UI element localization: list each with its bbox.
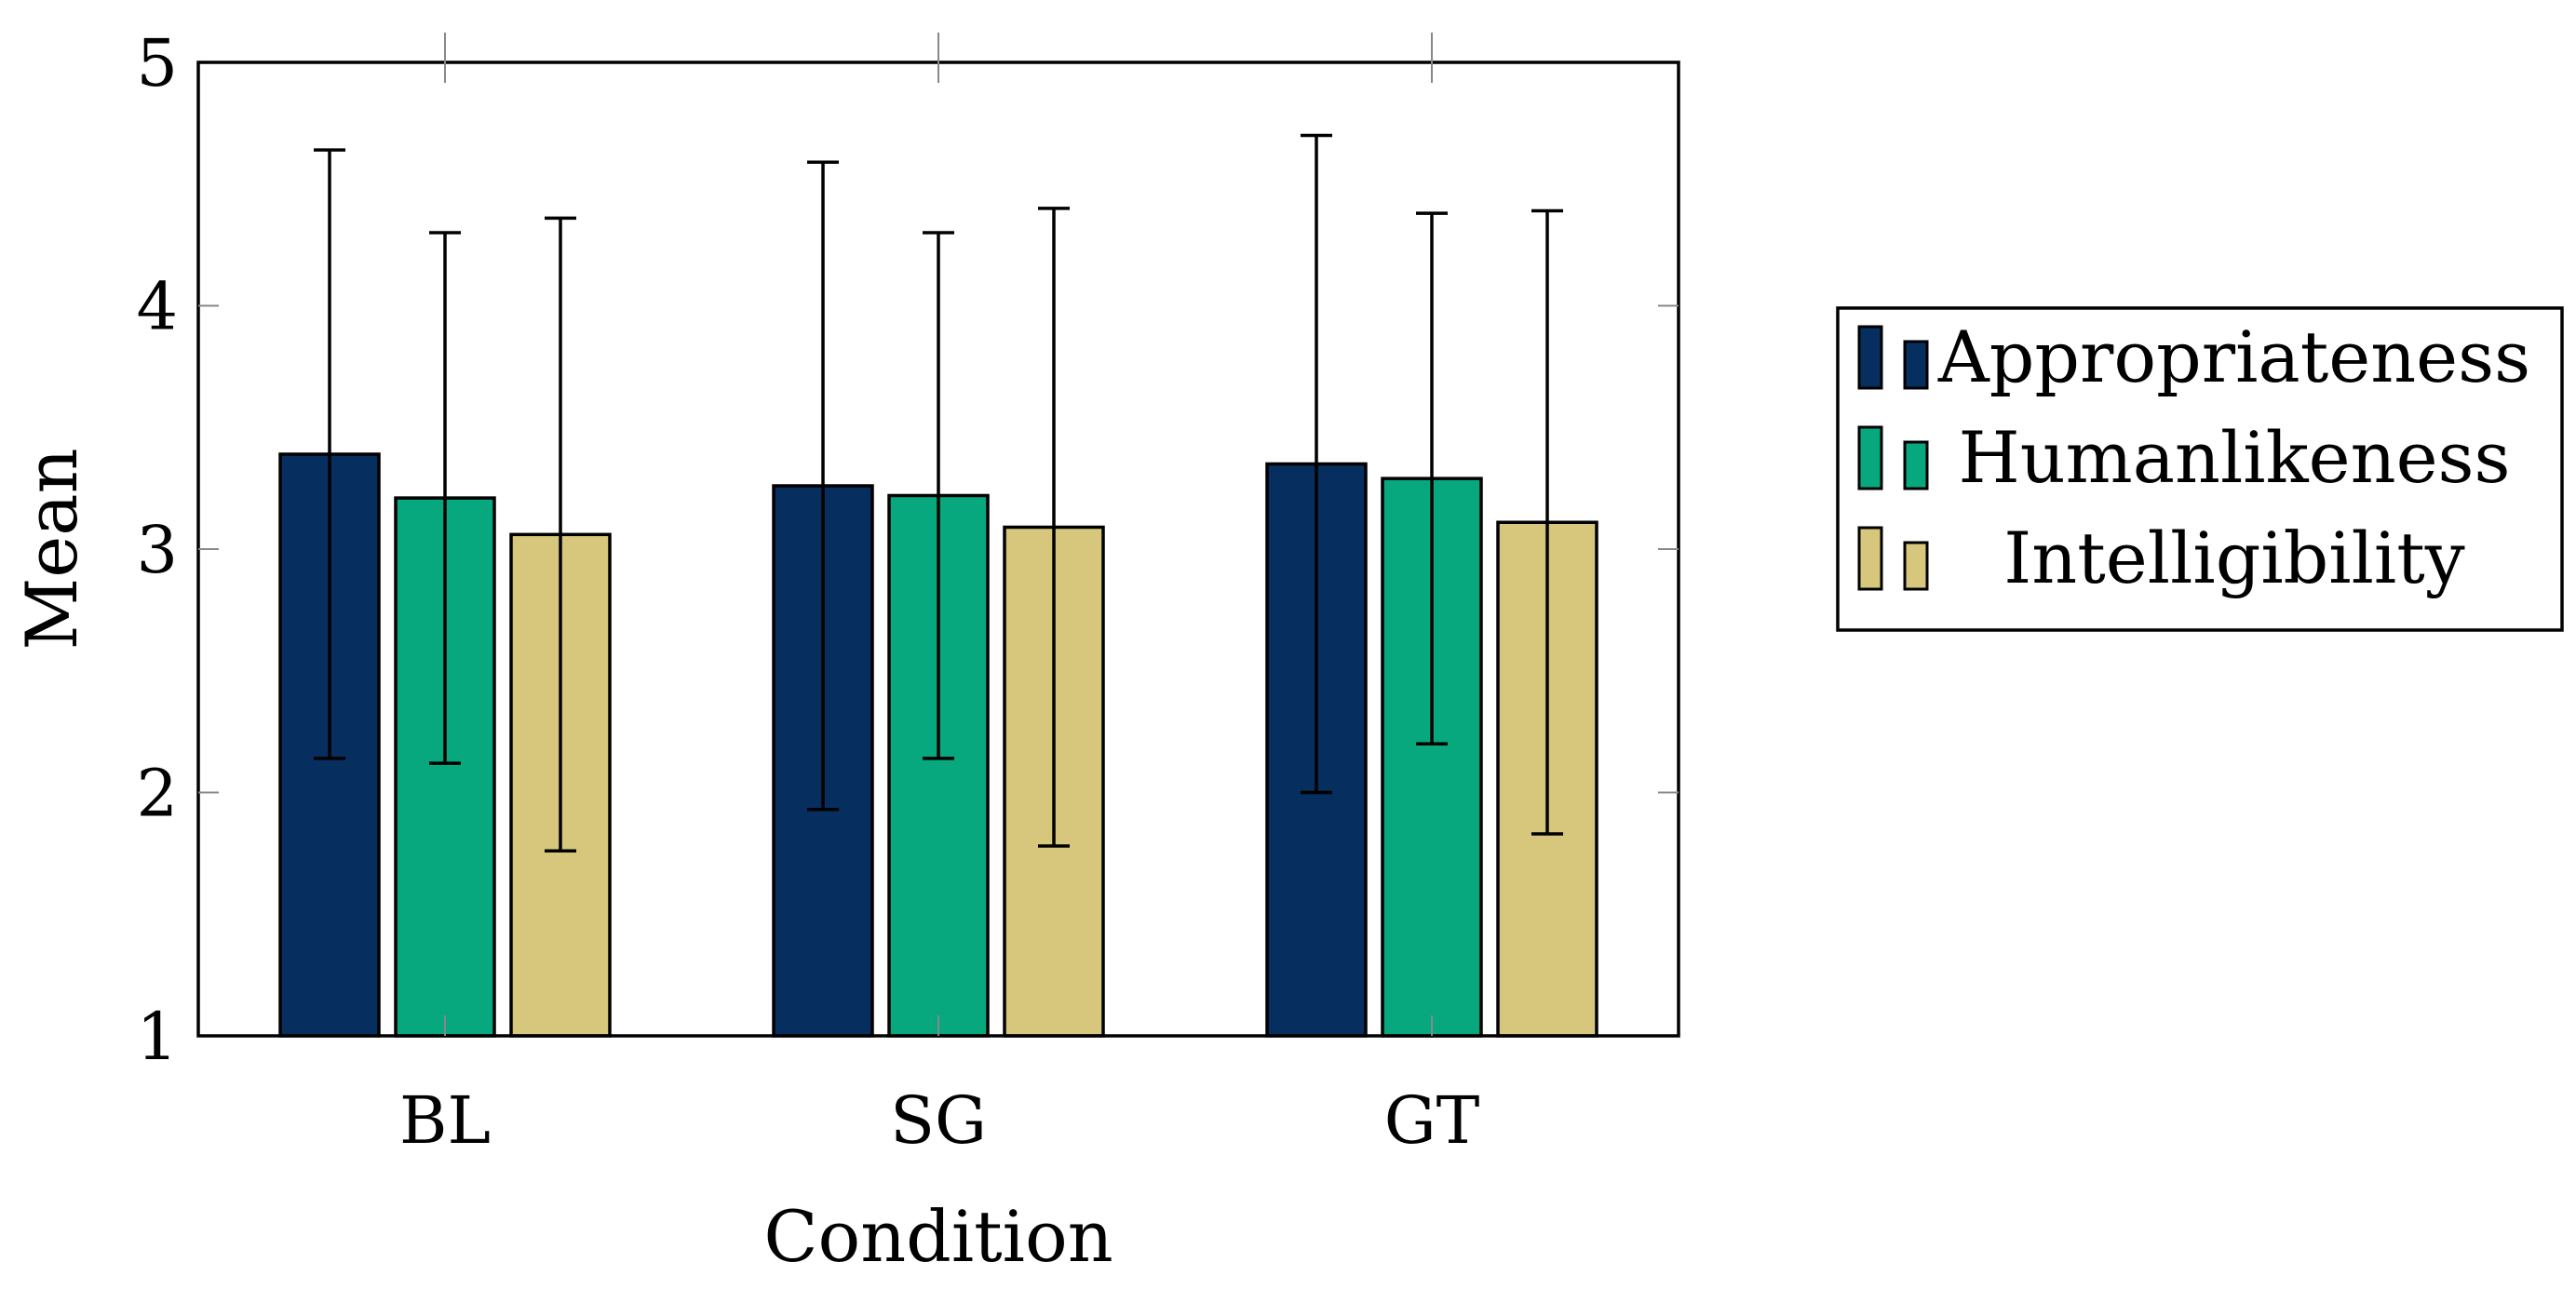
error-bar-bl-intelligibility: [545, 216, 576, 853]
ticks-layer: BL SG GT 1 2 3 4 5: [136, 25, 1679, 1159]
legend-swatch: [1857, 425, 1883, 490]
y-tick-label-2: 2: [136, 756, 178, 832]
error-bar-sg-intelligibility: [1038, 207, 1070, 848]
legend-item-intelligibility: Intelligibility: [1857, 517, 2465, 599]
error-bar-sg-humanlikeness: [923, 231, 954, 760]
legend-label: Humanlikeness: [1958, 416, 2510, 499]
y-tick-label-3: 3: [136, 512, 178, 588]
x-axis-title: Condition: [763, 1195, 1113, 1278]
y-tick-label-1: 1: [136, 999, 178, 1075]
error-bar-bl-appropriateness: [314, 148, 345, 760]
legend-item-appropriateness: Appropriateness: [1857, 316, 2530, 398]
legend-swatch: [1903, 440, 1929, 490]
x-tick-label-gt: GT: [1384, 1082, 1480, 1159]
error-bar-bl-humanlikeness: [429, 231, 461, 765]
legend-label: Appropriateness: [1937, 316, 2530, 398]
legend-item-humanlikeness: Humanlikeness: [1857, 416, 2511, 499]
legend-box: [1836, 306, 2564, 632]
y-axis-title: Mean: [10, 448, 93, 650]
error-bar-sg-appropriateness: [807, 160, 839, 812]
x-tick-label-bl: BL: [399, 1082, 491, 1159]
y-tick-label-4: 4: [136, 269, 178, 345]
error-bar-gt-appropriateness: [1301, 133, 1332, 795]
legend-swatch: [1903, 541, 1929, 591]
legend-label: Intelligibility: [2003, 517, 2464, 599]
error-bars-layer: [314, 133, 1563, 853]
error-bar-gt-intelligibility: [1531, 208, 1563, 836]
legend-swatch: [1903, 340, 1929, 390]
legend-swatch: [1857, 325, 1883, 390]
y-tick-label-5: 5: [136, 25, 178, 101]
error-bar-gt-humanlikeness: [1416, 211, 1448, 745]
legend: Appropriateness Humanlikeness Intelligibil…: [1836, 306, 2564, 632]
legend-swatch: [1857, 526, 1883, 591]
x-tick-label-sg: SG: [890, 1082, 987, 1159]
legend-items: Appropriateness Humanlikeness Intelligibil…: [1857, 316, 2530, 599]
